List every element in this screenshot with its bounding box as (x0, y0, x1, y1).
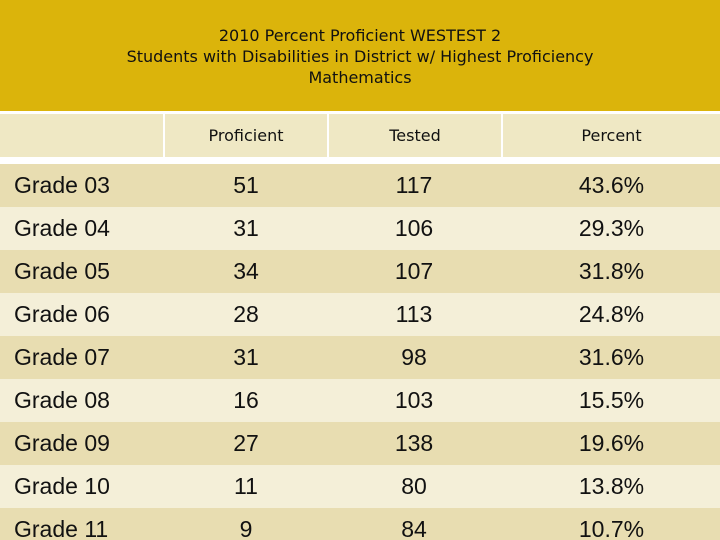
proficient-cell: 16 (233, 387, 259, 413)
tested-cell: 117 (395, 172, 433, 198)
proficient-cell: 28 (233, 301, 259, 327)
tested-cell: 113 (395, 301, 433, 327)
percent-cell: 31.6% (578, 344, 645, 370)
percent-cell: 10.7% (578, 516, 645, 540)
title-line-2: Students with Disabilities in District w… (126, 47, 594, 66)
tested-cell: 107 (394, 258, 434, 284)
grade-cell: Grade 03 (14, 172, 110, 198)
table-row: Grade 09 27 138 19.6% (0, 422, 720, 465)
tested-cell: 106 (394, 215, 434, 241)
table-row: Grade 07 31 98 31.6% (0, 336, 720, 379)
header-cell-percent: Percent (501, 114, 720, 157)
proficient-cell: 51 (233, 172, 259, 198)
table-row: Grade 06 28 113 24.8% (0, 293, 720, 336)
header-cell-tested: Tested (327, 114, 501, 157)
percent-cell: 31.8% (578, 258, 645, 284)
percent-cell: 13.8% (578, 473, 645, 499)
table-row: Grade 04 31 106 29.3% (0, 207, 720, 250)
proficient-cell: 9 (239, 516, 253, 540)
table-header-row: Proficient Tested Percent (0, 114, 720, 157)
proficient-cell: 31 (233, 215, 259, 241)
tested-cell: 84 (401, 516, 427, 540)
grade-cell: Grade 08 (14, 387, 110, 413)
grade-cell: Grade 09 (14, 430, 110, 456)
table-row: Grade 08 16 103 15.5% (0, 379, 720, 422)
header-cell-blank (0, 114, 163, 157)
table-row: Grade 11 9 84 10.7% (0, 508, 720, 540)
tested-cell: 138 (394, 430, 434, 456)
proficient-cell: 11 (234, 473, 258, 499)
grade-cell: Grade 05 (14, 258, 110, 284)
percent-cell: 43.6% (578, 172, 645, 198)
proficient-cell: 34 (233, 258, 259, 284)
header-cell-proficient: Proficient (163, 114, 327, 157)
grade-cell: Grade 11 (14, 516, 109, 540)
grade-cell: Grade 10 (14, 473, 110, 499)
tested-cell: 98 (401, 344, 427, 370)
title-line-3: Mathematics (308, 68, 412, 87)
tested-cell: 80 (401, 473, 427, 499)
table-row: Grade 05 34 107 31.8% (0, 250, 720, 293)
proficient-cell: 27 (233, 430, 259, 456)
grade-cell: Grade 04 (14, 215, 110, 241)
grade-cell: Grade 07 (14, 344, 110, 370)
percent-cell: 29.3% (578, 215, 645, 241)
table-row: Grade 10 11 80 13.8% (0, 465, 720, 508)
percent-cell: 15.5% (578, 387, 645, 413)
title-line-1: 2010 Percent Proficient WESTEST 2 (218, 26, 502, 45)
tested-cell: 103 (394, 387, 434, 413)
title-banner: 2010 Percent Proficient WESTEST 2 Studen… (0, 0, 720, 113)
grade-cell: Grade 06 (14, 301, 110, 327)
percent-cell: 24.8% (578, 301, 645, 327)
table-row: Grade 03 51 117 43.6% (0, 164, 720, 207)
proficient-cell: 31 (233, 344, 259, 370)
percent-cell: 19.6% (578, 430, 645, 456)
